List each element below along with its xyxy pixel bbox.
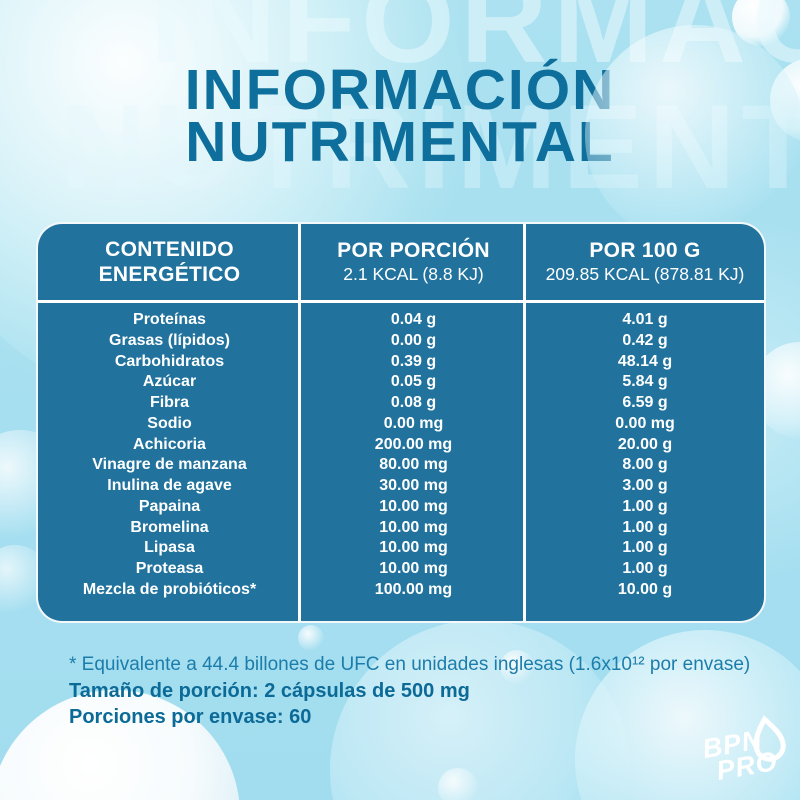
row-label: Vinagre de manzana: [92, 456, 247, 474]
row-per-portion: 100.00 mg: [374, 580, 453, 598]
row-label: Fibra: [149, 394, 190, 412]
row-label: Mezcla de probióticos*: [82, 580, 257, 598]
serving-size-line: Tamaño de porción: 2 cápsulas de 500 mg: [69, 680, 470, 702]
servings-per-container-line: Porciones por envase: 60: [69, 706, 312, 728]
row-label: Azúcar: [142, 373, 197, 391]
row-per-100g: 48.14 g: [617, 352, 673, 370]
row-per-portion: 0.00 g: [390, 331, 437, 349]
table-header: CONTENIDO ENERGÉTICO POR PORCIÓN 2.1 KCA…: [38, 224, 764, 300]
row-label: Carbohidratos: [114, 352, 225, 370]
bpn-pro-logo-graphic: BPN PRO: [700, 715, 786, 786]
row-per-100g: 1.00 g: [622, 539, 668, 557]
footnotes: * Equivalente a 44.4 billones de UFC en …: [69, 651, 750, 730]
table-row: Proteínas 0.04 g 4.01 g: [38, 310, 764, 330]
row-per-portion: 200.00 mg: [374, 435, 453, 453]
row-label: Lipasa: [144, 539, 195, 557]
page-title: INFORMACIÓN NUTRIMENTAL: [0, 58, 800, 174]
header-col2-title: POR PORCIÓN: [337, 239, 490, 262]
bubble-tiny-3: [438, 768, 478, 800]
row-per-100g: 1.00 g: [622, 518, 668, 536]
row-per-100g: 0.42 g: [622, 331, 668, 349]
row-per-100g: 4.01 g: [622, 311, 668, 328]
ufc-equivalence-note: * Equivalente a 44.4 billones de UFC en …: [69, 654, 751, 675]
row-label: Proteínas: [133, 311, 206, 328]
column-divider-2: [523, 224, 526, 621]
row-per-portion: 80.00 mg: [379, 456, 448, 474]
row-label: Inulina de agave: [107, 477, 232, 495]
row-per-100g: 3.00 g: [622, 477, 668, 495]
row-per-portion: 10.00 mg: [379, 539, 448, 557]
row-per-100g: 6.59 g: [622, 394, 668, 412]
row-per-100g: 5.84 g: [622, 373, 668, 391]
row-per-portion: 10.00 mg: [379, 518, 448, 536]
header-col2-subtitle: 2.1 KCAL (8.8 KJ): [343, 264, 484, 284]
row-per-100g: 8.00 g: [622, 456, 668, 474]
row-per-portion: 10.00 mg: [379, 560, 448, 578]
column-divider-1: [298, 224, 301, 621]
row-per-portion: 30.00 mg: [379, 477, 448, 495]
table-row: Inulina de agave 30.00 mg 3.00 g: [38, 476, 764, 496]
header-per-100g: POR 100 G 209.85 KCAL (878.81 KJ): [526, 238, 764, 286]
row-label: Papaina: [138, 497, 201, 515]
row-per-portion: 0.04 g: [390, 311, 437, 328]
table-row: Bromelina 10.00 mg 1.00 g: [38, 518, 764, 538]
header-col1-line2: ENERGÉTICO: [98, 263, 241, 286]
table-row: Achicoria 200.00 mg 20.00 g: [38, 435, 764, 455]
bubble-tiny-1: [298, 625, 324, 651]
page-title-line1: INFORMACIÓN: [184, 58, 616, 122]
table-body: Proteínas 0.04 g 4.01 g Grasas (lípidos)…: [38, 303, 764, 621]
bpn-pro-logo: BPN PRO: [690, 712, 790, 799]
nutrition-table: CONTENIDO ENERGÉTICO POR PORCIÓN 2.1 KCA…: [36, 222, 766, 623]
row-label: Proteasa: [135, 560, 204, 578]
table-row: Fibra 0.08 g 6.59 g: [38, 393, 764, 413]
header-col3-title: POR 100 G: [589, 239, 701, 262]
table-row: Grasas (lípidos) 0.00 g 0.42 g: [38, 331, 764, 351]
header-energy-content: CONTENIDO ENERGÉTICO: [38, 237, 301, 287]
header-per-portion: POR PORCIÓN 2.1 KCAL (8.8 KJ): [301, 238, 526, 286]
row-per-portion: 0.05 g: [390, 373, 437, 391]
row-label: Grasas (lípidos): [109, 331, 230, 349]
table-row: Vinagre de manzana 80.00 mg 8.00 g: [38, 455, 764, 475]
table-row: Proteasa 10.00 mg 1.00 g: [38, 559, 764, 579]
table-row: Lipasa 10.00 mg 1.00 g: [38, 538, 764, 558]
table-row: Sodio 0.00 mg 0.00 mg: [38, 414, 764, 434]
row-per-100g: 0.00 mg: [615, 414, 675, 432]
row-per-portion: 0.39 g: [390, 352, 437, 370]
header-col1-line1: CONTENIDO: [105, 238, 234, 261]
page-title-line2: NUTRIMENTAL: [185, 110, 615, 174]
row-per-portion: 0.08 g: [390, 394, 437, 412]
row-per-100g: 1.00 g: [622, 497, 668, 515]
table-row: Papaina 10.00 mg 1.00 g: [38, 497, 764, 517]
row-per-100g: 10.00 g: [617, 580, 673, 598]
row-label: Sodio: [147, 414, 192, 432]
header-col3-subtitle: 209.85 KCAL (878.81 KJ): [545, 264, 745, 284]
table-row: Azúcar 0.05 g 5.84 g: [38, 372, 764, 392]
row-label: Bromelina: [130, 518, 209, 536]
table-row: Carbohidratos 0.39 g 48.14 g: [38, 352, 764, 372]
row-per-portion: 0.00 mg: [383, 414, 444, 432]
row-per-100g: 1.00 g: [622, 560, 668, 578]
table-row: Mezcla de probióticos* 100.00 mg 10.00 g: [38, 580, 764, 600]
row-label: Achicoria: [133, 435, 206, 453]
row-per-portion: 10.00 mg: [379, 497, 448, 515]
row-per-100g: 20.00 g: [617, 435, 673, 453]
